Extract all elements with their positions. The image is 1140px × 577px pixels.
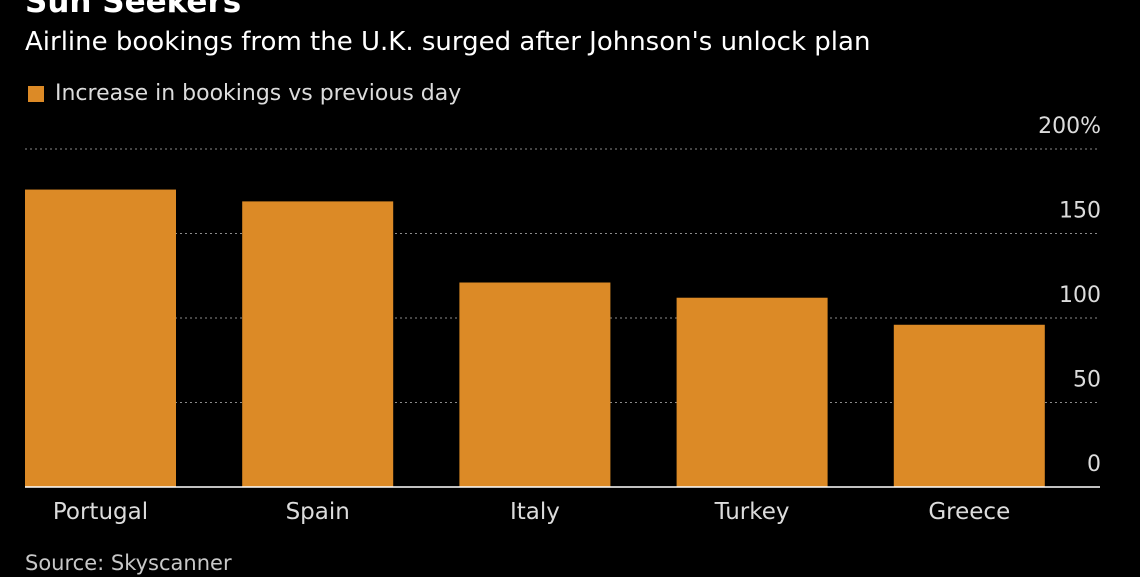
x-tick-label: Greece — [928, 499, 1010, 525]
chart-title: Sun Seekers — [25, 0, 242, 20]
x-tick-label: Spain — [286, 499, 350, 525]
chart-subtitle: Airline bookings from the U.K. surged af… — [25, 27, 871, 57]
y-tick-label: 100 — [1059, 283, 1101, 308]
y-tick-label: 50 — [1073, 368, 1101, 393]
legend: Increase in bookings vs previous day — [28, 80, 461, 108]
bar — [893, 324, 1045, 487]
bar — [459, 282, 611, 487]
legend-label: Increase in bookings vs previous day — [55, 81, 462, 106]
y-tick-label: 150 — [1059, 199, 1101, 224]
bar — [25, 189, 176, 487]
x-tick-label: Portugal — [53, 499, 148, 525]
legend-swatch — [28, 86, 44, 102]
bar — [242, 201, 394, 487]
y-tick-label: 200% — [1038, 114, 1101, 139]
source-note: Source: Skyscanner — [25, 551, 232, 575]
x-tick-label: Italy — [510, 499, 560, 525]
x-tick-label: Turkey — [714, 499, 790, 525]
bar — [676, 297, 828, 487]
y-tick-label: 0 — [1087, 452, 1101, 477]
